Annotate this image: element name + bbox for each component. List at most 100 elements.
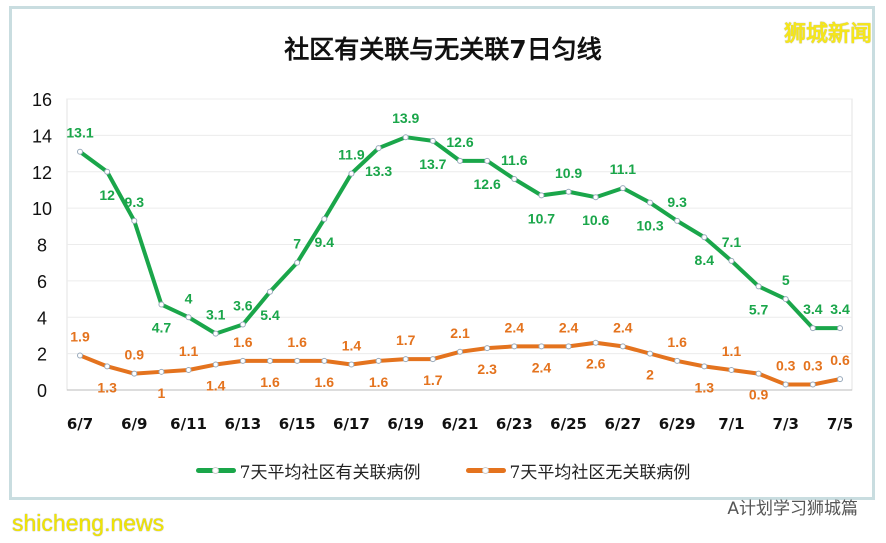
y-tick-label: 10: [32, 199, 52, 219]
data-point: [538, 192, 545, 199]
data-point: [457, 157, 463, 164]
x-tick-label: 6/21: [442, 415, 479, 433]
data-point: [158, 368, 165, 375]
brand-logo: 狮城新闻: [783, 22, 872, 47]
data-point: [755, 370, 762, 377]
data-point: [701, 363, 708, 370]
data-point: [131, 370, 138, 377]
data-point: [348, 361, 355, 368]
legend-item-unlinked: 7天平均社区无关联病例: [465, 458, 690, 483]
data-point: [212, 330, 219, 337]
data-point: [809, 325, 816, 332]
data-point: [294, 259, 301, 266]
data-point: [728, 366, 735, 373]
x-tick-label: 6/15: [279, 415, 316, 433]
data-label: 0.3: [803, 358, 823, 374]
data-point: [837, 325, 843, 332]
data-point: [158, 301, 165, 308]
data-label: 9.4: [315, 234, 335, 250]
legend-label: 7天平均社区有关联病例: [239, 463, 421, 483]
data-point: [647, 199, 653, 206]
data-point: [511, 343, 518, 350]
data-label: 1.6: [287, 334, 307, 350]
data-label: 1.6: [667, 334, 687, 350]
chart-title: 社区有关联与无关联7日匀线: [284, 35, 602, 64]
legend-swatch: [195, 467, 236, 474]
data-point: [321, 216, 328, 223]
data-label: 1.6: [233, 334, 253, 350]
data-point: [77, 352, 83, 359]
data-label: 13.7: [419, 156, 446, 172]
x-tick-label: 7/3: [773, 415, 799, 433]
data-label: 1.6: [369, 374, 389, 390]
data-label: 9.3: [125, 194, 145, 210]
x-tick-label: 7/1: [718, 415, 744, 433]
data-point: [402, 134, 409, 141]
data-label: 5: [782, 272, 790, 288]
y-tick-label: 0: [37, 381, 47, 401]
data-point: [267, 288, 273, 295]
data-label: 9.3: [667, 194, 687, 210]
data-point: [619, 185, 626, 192]
data-label: 12.6: [474, 176, 501, 192]
legend: 7天平均社区有关联病例 7天平均社区无关联病例: [0, 458, 886, 483]
data-point: [592, 194, 599, 201]
x-tick-label: 6/29: [659, 415, 696, 433]
data-label: 3.6: [233, 298, 253, 314]
x-tick-label: 6/19: [387, 415, 424, 433]
y-tick-label: 4: [37, 308, 47, 328]
data-point: [782, 381, 789, 388]
data-label: 3.1: [206, 307, 226, 323]
data-point: [321, 357, 328, 364]
data-label: 10.9: [555, 165, 582, 181]
data-label: 1.3: [695, 379, 715, 395]
y-tick-label: 16: [32, 90, 52, 110]
data-label: 12.6: [446, 134, 473, 150]
data-label: 7.1: [722, 234, 742, 250]
data-point: [484, 345, 491, 352]
data-point: [104, 363, 111, 370]
data-label: 1.3: [97, 379, 117, 395]
data-label: 1.6: [315, 374, 335, 390]
data-label: 7: [293, 236, 301, 252]
data-label: 0.9: [749, 387, 769, 403]
y-tick-label: 6: [37, 272, 47, 292]
data-label: 4: [185, 290, 193, 306]
data-label: 1.1: [722, 343, 742, 359]
x-tick-label: 6/27: [604, 415, 641, 433]
data-label: 3.4: [803, 301, 823, 317]
data-point: [429, 137, 436, 144]
data-point: [267, 357, 273, 364]
data-label: 10.3: [636, 218, 663, 234]
x-tick-label: 6/25: [550, 415, 587, 433]
data-label: 1.7: [423, 372, 443, 388]
data-label: 2.6: [586, 356, 606, 372]
data-point: [565, 188, 572, 195]
data-label: 1.6: [260, 374, 280, 390]
data-point: [837, 376, 843, 383]
data-point: [294, 357, 301, 364]
legend-swatch: [465, 467, 506, 474]
data-point: [674, 357, 681, 364]
data-label: 8.4: [695, 252, 715, 268]
data-label: 2.4: [505, 319, 525, 335]
data-label: 2.4: [559, 319, 579, 335]
data-label: 12: [99, 187, 115, 203]
data-point: [104, 168, 111, 175]
data-label: 1.1: [179, 343, 199, 359]
data-label: 0.6: [830, 352, 850, 368]
data-point: [457, 348, 463, 355]
data-point: [592, 339, 599, 346]
data-point: [674, 217, 681, 224]
data-label: 4.7: [152, 320, 172, 336]
data-point: [647, 350, 653, 357]
data-label: 1.9: [70, 328, 90, 344]
y-tick-label: 8: [37, 236, 47, 256]
x-tick-label: 6/13: [224, 415, 261, 433]
data-point: [348, 170, 355, 177]
data-label: 0.3: [776, 358, 796, 374]
data-label: 13.3: [365, 163, 392, 179]
y-tick-label: 12: [32, 163, 52, 183]
data-point: [375, 145, 382, 152]
